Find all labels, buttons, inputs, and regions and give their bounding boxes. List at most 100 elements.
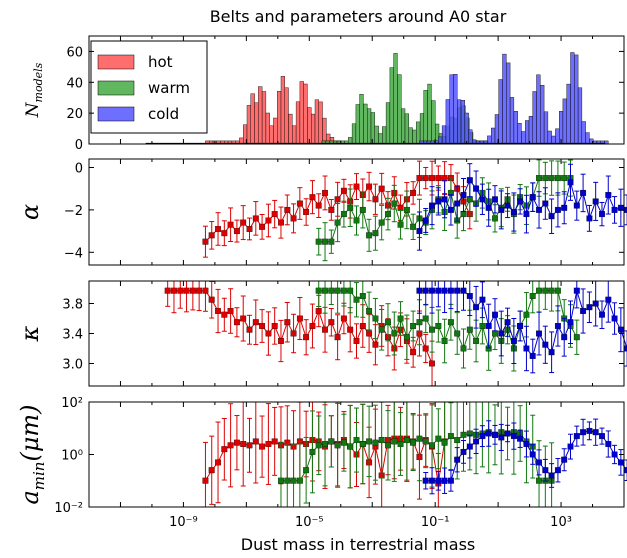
marker-cold bbox=[599, 211, 605, 218]
marker-hot bbox=[221, 230, 228, 237]
hist-bar-warm bbox=[401, 108, 406, 145]
marker-warm bbox=[303, 467, 310, 474]
hist-bar-warm bbox=[412, 129, 417, 145]
marker-cold bbox=[523, 345, 530, 352]
hist-bar-cold bbox=[460, 99, 465, 145]
marker-warm bbox=[416, 435, 423, 442]
marker-hot bbox=[366, 330, 373, 337]
hist-bar-hot bbox=[288, 113, 293, 145]
marker-warm bbox=[315, 287, 322, 294]
marker-cold bbox=[454, 200, 461, 207]
marker-hot bbox=[164, 287, 171, 294]
marker-hot bbox=[215, 308, 221, 314]
hist-bar-warm bbox=[351, 123, 357, 145]
marker-cold bbox=[422, 217, 429, 224]
hist-bar-cold bbox=[506, 62, 511, 145]
marker-cold bbox=[586, 215, 593, 222]
y-tick-label: 10⁻² bbox=[54, 501, 83, 516]
marker-hot bbox=[334, 334, 341, 341]
marker-cold bbox=[561, 204, 568, 211]
hist-bar-warm bbox=[427, 83, 432, 145]
marker-cold bbox=[492, 311, 498, 318]
hist-bar-hot bbox=[292, 125, 297, 145]
y-tick-label: 40 bbox=[66, 76, 83, 91]
marker-cold bbox=[523, 441, 530, 447]
marker-warm bbox=[536, 175, 542, 182]
marker-cold bbox=[573, 433, 580, 440]
marker-cold bbox=[561, 456, 568, 463]
hist-bar-warm bbox=[397, 74, 402, 145]
marker-hot bbox=[410, 189, 417, 196]
marker-warm bbox=[548, 287, 555, 294]
panels: hot warm cold 0 20 40 60 Nmodels 0 −2 −4 α 3.8 3.4 3.0… bbox=[16, 35, 627, 530]
marker-cold bbox=[429, 287, 435, 294]
marker-warm bbox=[403, 206, 410, 213]
hist-bar-warm bbox=[389, 67, 394, 145]
marker-cold bbox=[586, 427, 593, 434]
marker-warm bbox=[347, 287, 354, 294]
marker-warm bbox=[378, 326, 385, 333]
marker-cold bbox=[447, 206, 454, 213]
marker-hot bbox=[278, 338, 284, 344]
marker-warm bbox=[296, 477, 303, 484]
marker-warm bbox=[385, 211, 391, 218]
marker-hot bbox=[347, 326, 354, 333]
marker-cold bbox=[466, 177, 473, 184]
marker-hot bbox=[353, 338, 360, 344]
marker-cold bbox=[592, 300, 599, 307]
marker-cold bbox=[492, 431, 498, 438]
marker-hot bbox=[227, 308, 234, 314]
marker-cold bbox=[447, 477, 454, 484]
marker-hot bbox=[303, 209, 310, 215]
marker-cold bbox=[580, 308, 587, 314]
legend-swatch-hot bbox=[97, 54, 135, 70]
marker-cold bbox=[498, 330, 505, 337]
marker-hot bbox=[202, 238, 209, 245]
marker-warm bbox=[322, 238, 328, 245]
marker-hot bbox=[177, 287, 184, 294]
hist-bar-cold bbox=[574, 54, 579, 145]
marker-warm bbox=[328, 238, 335, 245]
marker-warm bbox=[542, 287, 549, 294]
marker-cold bbox=[611, 206, 618, 213]
hist-bar-hot bbox=[299, 81, 304, 145]
marker-cold bbox=[611, 315, 618, 322]
marker-hot bbox=[233, 228, 240, 235]
marker-cold bbox=[447, 287, 454, 294]
marker-cold bbox=[485, 204, 492, 211]
marker-cold bbox=[504, 202, 511, 209]
marker-cold bbox=[466, 443, 473, 450]
y-tick-label: 0 bbox=[75, 138, 83, 153]
marker-warm bbox=[366, 308, 373, 314]
hist-bar-hot bbox=[250, 93, 255, 145]
hist-bar-cold bbox=[536, 74, 541, 145]
marker-hot bbox=[322, 326, 328, 333]
marker-hot bbox=[171, 287, 177, 294]
hist-bar-hot bbox=[284, 87, 289, 145]
hist-bar-warm bbox=[363, 103, 368, 145]
x-tick-label: 10³ bbox=[550, 515, 572, 530]
marker-hot bbox=[221, 446, 228, 453]
marker-warm bbox=[466, 196, 473, 203]
y-tick-label: 3.4 bbox=[62, 328, 83, 343]
hist-bar-warm bbox=[385, 102, 391, 145]
marker-cold bbox=[542, 341, 549, 348]
marker-hot bbox=[429, 360, 435, 367]
marker-hot bbox=[309, 323, 316, 329]
hist-bar-cold bbox=[487, 135, 492, 145]
marker-cold bbox=[605, 441, 612, 447]
marker-warm bbox=[353, 217, 360, 224]
y-axis-label: amin(μm) bbox=[16, 404, 48, 504]
marker-cold bbox=[536, 330, 542, 337]
marker-cold bbox=[510, 338, 517, 344]
marker-hot bbox=[208, 467, 215, 474]
marker-hot bbox=[284, 206, 291, 213]
y-tick-label: 3.0 bbox=[62, 358, 83, 373]
marker-cold bbox=[429, 202, 435, 209]
marker-hot bbox=[366, 183, 373, 190]
hist-bar-warm bbox=[393, 53, 398, 145]
marker-hot bbox=[271, 438, 278, 445]
marker-cold bbox=[504, 319, 511, 326]
marker-hot bbox=[240, 315, 247, 322]
